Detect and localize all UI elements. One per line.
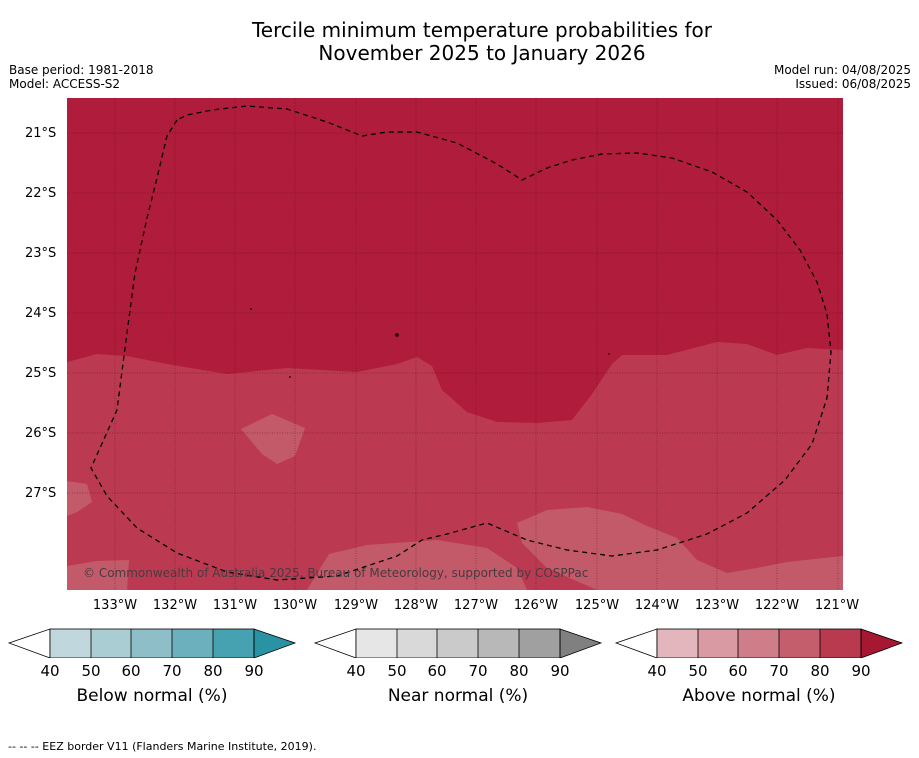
lat-label-21: 21°S (25, 126, 57, 141)
map-title: Tercile minimum temperature probabilitie… (0, 19, 919, 65)
cbar-below-bins (50, 629, 254, 658)
lat-label-27: 27°S (25, 486, 57, 501)
cbar-above-low-arrow (615, 628, 658, 658)
cbar-near-tick: 80 (509, 662, 529, 680)
cbar-near-bins (356, 629, 560, 658)
lon-label-128: 128°W (393, 598, 439, 613)
colorbar-near-normal (314, 628, 602, 658)
title-line-1: Tercile minimum temperature probabilitie… (251, 18, 713, 42)
cbar-near-tick: 60 (427, 662, 447, 680)
cbar-near-tick: 40 (346, 662, 366, 680)
base-period: Base period: 1981-2018 (9, 63, 154, 77)
lat-label-26: 26°S (25, 426, 57, 441)
cbar-above-high-arrow (860, 628, 903, 658)
map-svg (67, 98, 843, 590)
above-70-region-b (67, 481, 92, 516)
cbar-above-tick: 40 (647, 662, 667, 680)
cbar-below-tick: 80 (203, 662, 223, 680)
lon-label-124: 124°W (634, 598, 680, 613)
colorbar-above-normal (615, 628, 903, 658)
lon-label-129: 129°W (333, 598, 379, 613)
lon-label-133: 133°W (92, 598, 138, 613)
eez-border (90, 105, 832, 581)
model-name: Model: ACCESS-S2 (9, 77, 121, 91)
issued-date: Issued: 06/08/2025 (795, 77, 911, 91)
lon-label-131: 131°W (212, 598, 258, 613)
cbar-below-label: Below normal (%) (76, 686, 228, 706)
eez-footnote: -- -- -- EEZ border V11 (Flanders Marine… (8, 740, 317, 753)
cbar-below-tick: 40 (40, 662, 60, 680)
lat-label-22: 22°S (25, 186, 57, 201)
lon-label-123: 123°W (694, 598, 740, 613)
cbar-above-tick: 60 (728, 662, 748, 680)
cbar-near-low-arrow (314, 628, 357, 658)
cbar-near-high-arrow (559, 628, 602, 658)
cbar-below-tick: 60 (121, 662, 141, 680)
cbar-above-tick: 50 (688, 662, 708, 680)
above-70-region-a (241, 414, 305, 464)
above-70-region-e (67, 560, 129, 590)
title-line-2: November 2025 to January 2026 (318, 41, 646, 65)
lat-label-24: 24°S (25, 306, 57, 321)
model-run: Model run: 04/08/2025 (773, 63, 911, 77)
colorbar-below-normal (8, 628, 296, 658)
lon-label-126: 126°W (513, 598, 559, 613)
lon-label-127: 127°W (453, 598, 499, 613)
cbar-near-tick: 90 (550, 662, 570, 680)
cbar-below-low-arrow (8, 628, 51, 658)
cbar-near-label: Near normal (%) (387, 686, 529, 706)
lon-label-130: 130°W (272, 598, 318, 613)
above-70-region-c (307, 540, 527, 590)
cbar-above-label: Above normal (%) (682, 686, 836, 706)
cbar-above-bins (657, 629, 861, 658)
map-copyright: © Commonwealth of Australia 2025, Bureau… (83, 566, 589, 580)
lon-label-132: 132°W (152, 598, 198, 613)
above-70-region-d (517, 507, 843, 590)
cbar-near-tick: 70 (468, 662, 488, 680)
lon-label-121: 121°W (814, 598, 860, 613)
lat-label-23: 23°S (25, 246, 57, 261)
cbar-below-tick: 70 (162, 662, 182, 680)
map-gridlines (67, 98, 843, 590)
cbar-below-tick: 50 (81, 662, 101, 680)
cbar-above-tick: 70 (769, 662, 789, 680)
cbar-near-tick: 50 (387, 662, 407, 680)
islands (250, 308, 610, 378)
lon-label-122: 122°W (754, 598, 800, 613)
meta-left: Base period: 1981-2018 Model: ACCESS-S2 (9, 63, 154, 91)
lat-label-25: 25°S (25, 366, 57, 381)
probability-map (67, 98, 843, 590)
cbar-above-tick: 80 (810, 662, 830, 680)
cbar-above-tick: 90 (851, 662, 871, 680)
meta-right: Model run: 04/08/2025 Issued: 06/08/2025 (774, 63, 911, 91)
lon-label-125: 125°W (574, 598, 620, 613)
cbar-below-high-arrow (253, 628, 296, 658)
cbar-below-tick: 90 (244, 662, 264, 680)
